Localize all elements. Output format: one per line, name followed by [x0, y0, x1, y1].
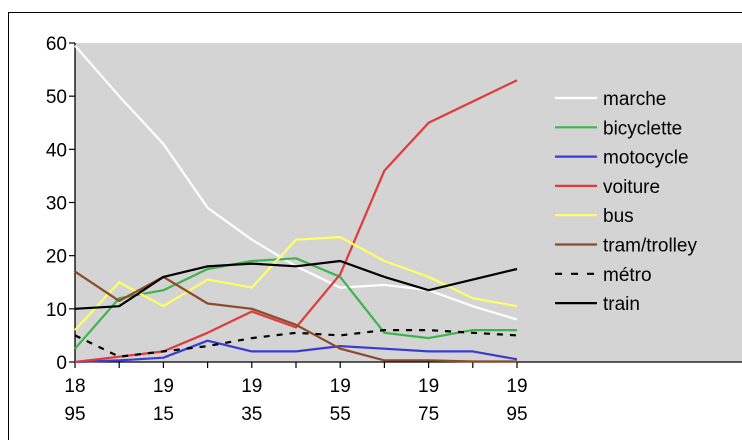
y-tick-label: 30: [46, 194, 67, 215]
series-line-motocycle: [74, 339, 518, 364]
y-tick-label: 20: [46, 247, 67, 268]
y-tick-label: 50: [46, 87, 67, 108]
x-tick-label-top: 19: [506, 376, 527, 397]
legend-label-bicyclette: bicyclette: [603, 118, 682, 139]
chart-frame: [8, 12, 742, 440]
legend-label-motocycle: motocycle: [603, 148, 689, 169]
x-tick-label-bottom: 55: [330, 404, 351, 425]
y-tick-label: 0: [56, 353, 67, 374]
x-tick-label-top: 18: [64, 376, 85, 397]
series-line-tram-trolley: [74, 270, 517, 363]
series-line-bus: [74, 236, 518, 331]
x-tick-label-top: 19: [241, 376, 262, 397]
x-tick-label-bottom: 15: [153, 404, 174, 425]
legend-label-tram-trolley: tram/trolley: [603, 236, 697, 257]
series-line-m-tro: [74, 329, 518, 358]
series-line-train: [74, 259, 518, 310]
y-tick-label: 40: [46, 140, 67, 161]
x-tick-label-bottom: 95: [506, 404, 527, 425]
legend-label-m-tro: métro: [603, 265, 652, 286]
legend-label-voiture: voiture: [603, 177, 660, 198]
x-tick-label-top: 19: [418, 376, 439, 397]
x-tick-label-bottom: 95: [64, 404, 85, 425]
x-tick-label-bottom: 75: [418, 404, 439, 425]
legend-label-bus: bus: [603, 206, 634, 227]
y-tick-label: 10: [46, 300, 67, 321]
x-tick-label-bottom: 35: [241, 404, 262, 425]
y-tick-label: 60: [46, 34, 67, 55]
legend-label-train: train: [603, 294, 640, 315]
series-line-bicyclette: [74, 257, 517, 350]
x-tick-label-top: 19: [330, 376, 351, 397]
legend-label-marche: marche: [603, 89, 666, 110]
x-tick-label-top: 19: [153, 376, 174, 397]
plot-area: [75, 43, 742, 362]
